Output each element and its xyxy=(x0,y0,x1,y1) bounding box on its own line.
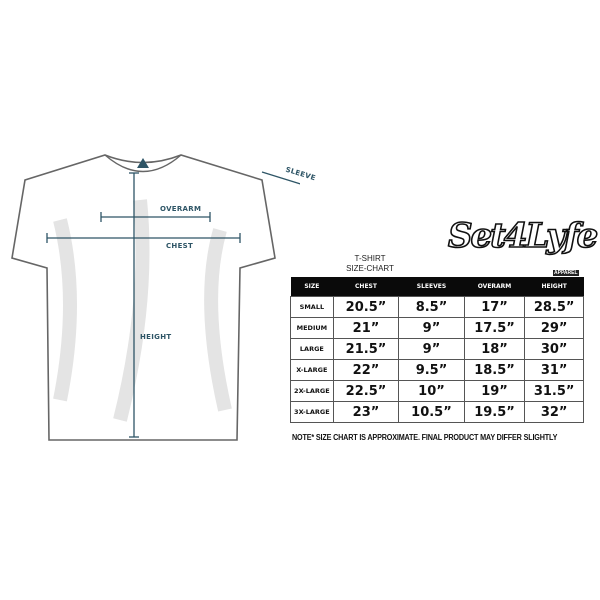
size-cell: 2X-LARGE xyxy=(290,380,334,402)
brand-logo-sub: APPAREL xyxy=(553,270,579,276)
measurement-cell: 19” xyxy=(463,380,526,402)
measurement-cell: 17.5” xyxy=(463,317,526,339)
measurement-cell: 8.5” xyxy=(398,296,465,318)
column-header: CHEST xyxy=(333,277,399,297)
measurement-cell: 19.5” xyxy=(463,401,526,423)
chart-title-line: T-SHIRT xyxy=(354,254,386,263)
table-row: SMALL 20.5” 8.5” 17” 28.5” xyxy=(290,296,584,318)
table-row: 2X-LARGE 22.5” 10” 19” 31.5” xyxy=(290,380,584,402)
measurement-cell: 21.5” xyxy=(332,338,400,360)
table-row: 3X-LARGE 23” 10.5” 19.5” 32” xyxy=(290,401,584,423)
column-header: OVERARM xyxy=(464,277,525,297)
measurement-cell: 17” xyxy=(463,296,526,318)
size-cell: 3X-LARGE xyxy=(290,401,334,423)
column-header: SIZE xyxy=(290,277,334,297)
brand-logo: Set4Lyfe xyxy=(447,215,599,257)
measurement-cell: 22.5” xyxy=(332,380,400,402)
measurement-cell: 9” xyxy=(398,317,465,339)
tshirt-illustration xyxy=(11,154,300,441)
size-chart-table: SIZE CHEST SLEEVES OVERARM HEIGHT SMALL 20.5”… xyxy=(290,277,584,423)
measurement-cell: 23” xyxy=(332,401,400,423)
measurement-cell: 28.5” xyxy=(524,296,584,318)
size-cell: X-LARGE xyxy=(290,359,334,381)
measurement-cell: 10.5” xyxy=(398,401,465,423)
measurement-cell: 22” xyxy=(332,359,400,381)
chart-title-line: SIZE-CHART xyxy=(346,264,394,273)
measurement-cell: 18.5” xyxy=(463,359,526,381)
height-label: HEIGHT xyxy=(140,333,172,341)
measurement-cell: 30” xyxy=(524,338,584,360)
measurement-cell: 29” xyxy=(524,317,584,339)
size-cell: SMALL xyxy=(290,296,334,318)
table-row: MEDIUM 21” 9” 17.5” 29” xyxy=(290,317,584,339)
measurement-cell: 9” xyxy=(398,338,465,360)
chest-label: CHEST xyxy=(166,242,194,250)
brand-icon xyxy=(137,158,149,168)
table-row: X-LARGE 22” 9.5” 18.5” 31” xyxy=(290,359,584,381)
measurement-cell: 31” xyxy=(524,359,584,381)
overarm-label: OVERARM xyxy=(160,205,202,213)
disclaimer-note: NOTE* SIZE CHART IS APPROXIMATE. FINAL P… xyxy=(292,432,558,442)
measurement-cell: 32” xyxy=(524,401,584,423)
size-cell: LARGE xyxy=(290,338,334,360)
size-cell: MEDIUM xyxy=(290,317,334,339)
measurement-cell: 20.5” xyxy=(332,296,400,318)
measurement-cell: 10” xyxy=(398,380,465,402)
table-row: LARGE 21.5” 9” 18” 30” xyxy=(290,338,584,360)
measurement-cell: 21” xyxy=(332,317,400,339)
measurement-cell: 31.5” xyxy=(524,380,584,402)
chart-title: T-SHIRT SIZE-CHART xyxy=(340,254,400,274)
measurement-cell: 9.5” xyxy=(398,359,465,381)
column-header: HEIGHT xyxy=(524,277,584,297)
measurement-cell: 18” xyxy=(463,338,526,360)
table-header-row: SIZE CHEST SLEEVES OVERARM HEIGHT xyxy=(290,277,584,297)
column-header: SLEEVES xyxy=(398,277,465,297)
